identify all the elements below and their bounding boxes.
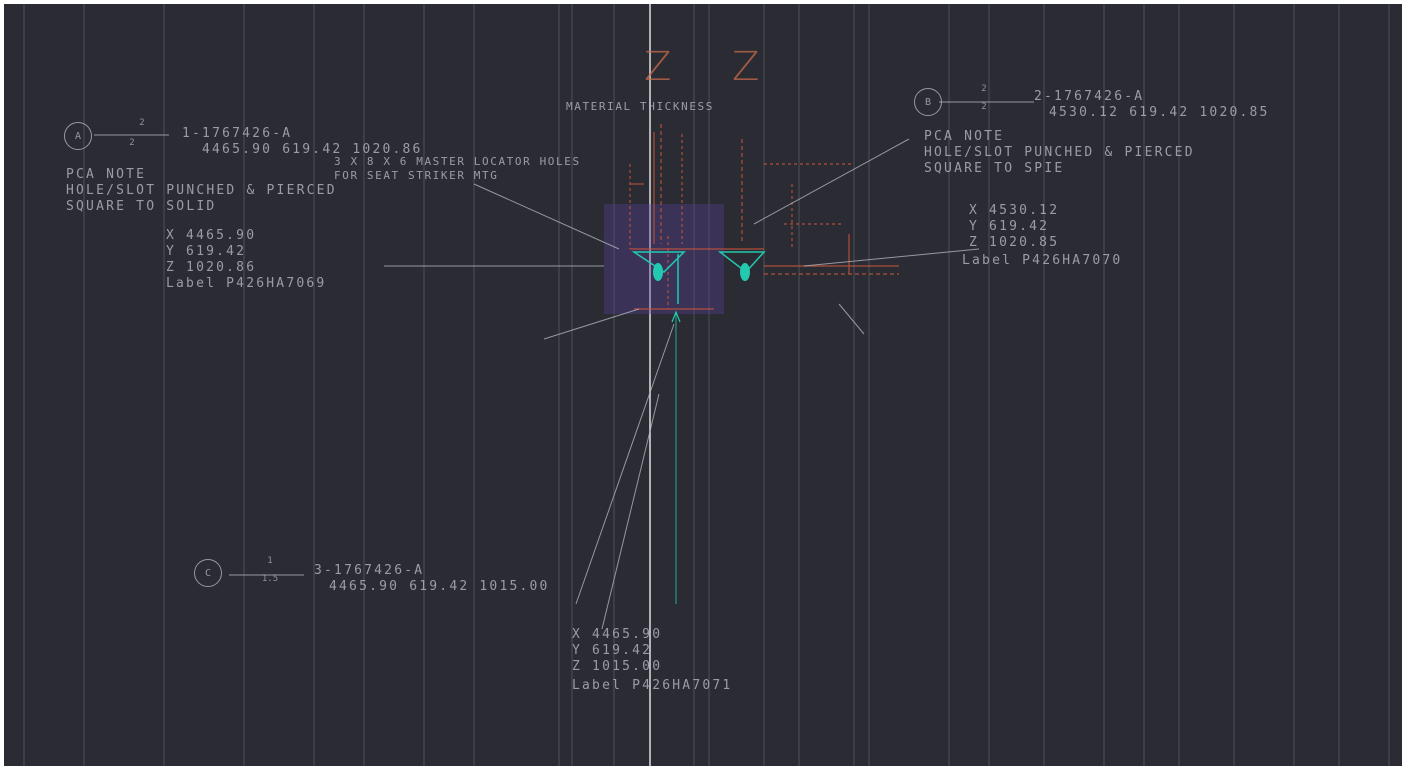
callout-c-x: X 4465.90 xyxy=(572,627,663,642)
callout-a-locator-line1: 3 X 8 X 6 MASTER LOCATOR HOLES xyxy=(334,155,581,168)
material-thickness-label: MATERIAL THICKNESS xyxy=(566,100,715,113)
callout-b-note3: SQUARE TO SPIE xyxy=(924,161,1065,176)
callout-b-note2: HOLE/SLOT PUNCHED & PIERCED xyxy=(924,145,1195,160)
callout-a-z: Z 1020.86 xyxy=(166,260,257,275)
callout-b-bubble[interactable]: B xyxy=(914,88,942,116)
callout-a-note2: HOLE/SLOT PUNCHED & PIERCED xyxy=(66,183,337,198)
callout-a-x: X 4465.90 xyxy=(166,228,257,243)
callout-c-y: Y 619.42 xyxy=(572,643,653,658)
z-indicator-2: Z xyxy=(732,44,760,90)
callout-a-note3: SQUARE TO SOLID xyxy=(66,199,217,214)
callout-c-part: 3-1767426-A xyxy=(314,563,425,578)
callout-b-frac-bottom: 2 xyxy=(981,102,987,112)
callout-a-bubble[interactable]: A xyxy=(64,122,92,150)
callout-b-note1: PCA NOTE xyxy=(924,129,1005,144)
grid-lines xyxy=(23,4,1390,766)
callout-c-frac-bottom: 1.5 xyxy=(261,574,279,584)
callout-a-locator-line2: FOR SEAT STRIKER MTG xyxy=(334,169,499,182)
callout-c-bubble[interactable]: C xyxy=(194,559,222,587)
callout-b-y: Y 619.42 xyxy=(969,219,1050,234)
callout-a-part: 1-1767426-A xyxy=(182,126,293,141)
callout-b-coords: 4530.12 619.42 1020.85 xyxy=(1049,105,1270,120)
cad-viewport[interactable]: Z Z MATERIAL THICKNESS A 2 2 1-1767426-A… xyxy=(4,4,1402,766)
cyan-part-markers xyxy=(631,251,766,604)
callout-c-label: Label P426HA7071 xyxy=(572,678,733,693)
construction-lines xyxy=(629,124,899,310)
callout-c-z: Z 1015.00 xyxy=(572,659,663,674)
callout-c-coords: 4465.90 619.42 1015.00 xyxy=(329,579,550,594)
cad-drawing-canvas xyxy=(23,4,1390,766)
callout-a-label: Label P426HA7069 xyxy=(166,276,327,291)
callout-b-z: Z 1020.85 xyxy=(969,235,1060,250)
callout-a-frac-bottom: 2 xyxy=(129,138,135,148)
callout-a-y: Y 619.42 xyxy=(166,244,247,259)
part-highlight-region xyxy=(604,204,724,314)
callout-b-part: 2-1767426-A xyxy=(1034,89,1145,104)
leader-lines xyxy=(94,101,1034,630)
callout-b-frac-top: 2 xyxy=(981,84,987,94)
z-indicator-1: Z xyxy=(644,44,672,90)
callout-c-frac-top: 1 xyxy=(267,556,273,566)
callout-b-x: X 4530.12 xyxy=(969,203,1060,218)
callout-a-frac-top: 2 xyxy=(139,118,145,128)
callout-b-label: Label P426HA7070 xyxy=(962,253,1123,268)
callout-a-note1: PCA NOTE xyxy=(66,167,147,182)
callout-a-coords: 4465.90 619.42 1020.86 xyxy=(202,142,423,157)
